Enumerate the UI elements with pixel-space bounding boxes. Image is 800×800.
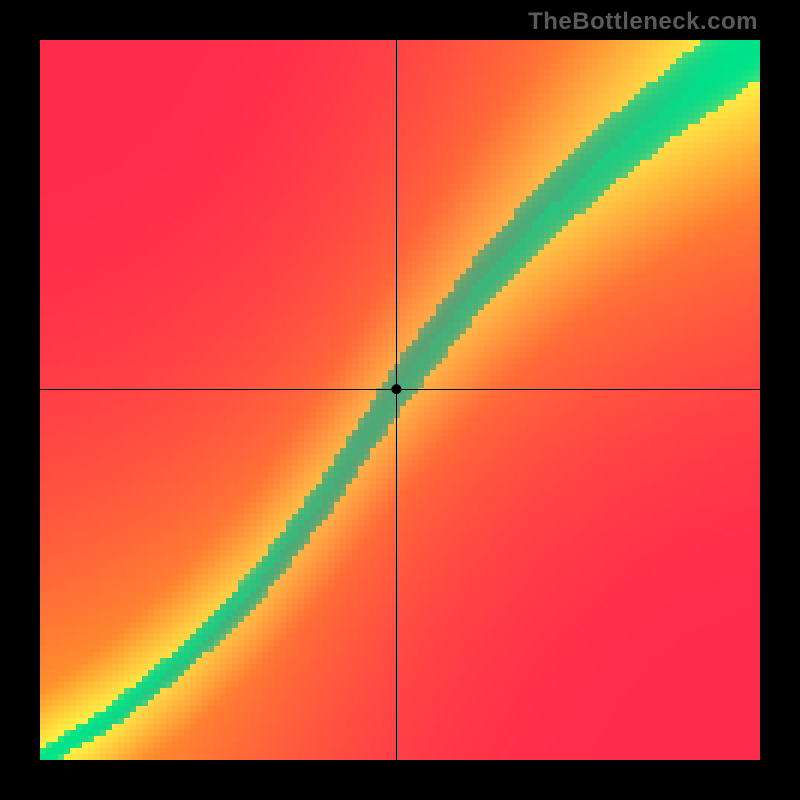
watermark-text: TheBottleneck.com bbox=[528, 8, 758, 36]
chart-frame: TheBottleneck.com bbox=[0, 0, 800, 800]
bottleneck-heatmap bbox=[0, 0, 800, 800]
